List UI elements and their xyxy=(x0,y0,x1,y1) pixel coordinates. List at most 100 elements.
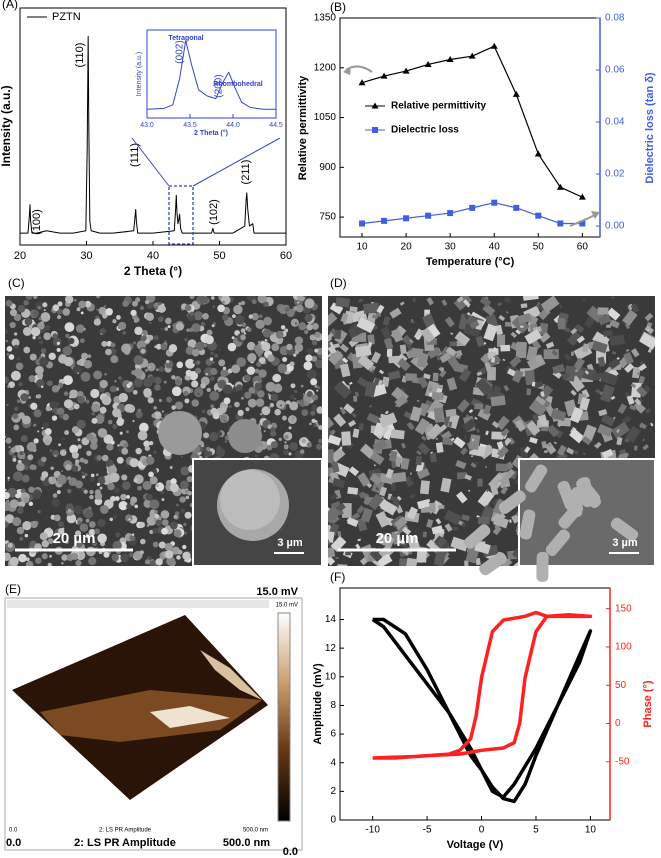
grain xyxy=(126,430,129,434)
grain xyxy=(280,325,286,330)
grain xyxy=(603,329,613,337)
grain xyxy=(515,341,527,359)
grain xyxy=(372,473,383,480)
grain xyxy=(222,384,233,395)
grain xyxy=(341,357,349,364)
grain xyxy=(128,518,131,521)
grain xyxy=(101,395,112,406)
grain xyxy=(47,562,52,566)
grain xyxy=(267,354,275,362)
grain xyxy=(337,531,342,537)
grain xyxy=(579,397,590,411)
grain xyxy=(477,489,495,508)
grain xyxy=(116,456,124,464)
grain xyxy=(535,354,543,363)
grain xyxy=(597,307,609,315)
grain xyxy=(17,304,26,313)
grain xyxy=(51,449,60,457)
grain xyxy=(520,325,524,328)
grain xyxy=(140,538,146,545)
grain xyxy=(160,327,164,331)
grain xyxy=(80,371,91,382)
grain xyxy=(438,424,448,432)
grain xyxy=(619,448,627,455)
grain xyxy=(461,514,470,522)
grain xyxy=(105,348,112,356)
grain xyxy=(328,449,334,464)
grain xyxy=(96,482,101,487)
x-tick-label: 30 xyxy=(80,250,92,262)
grain xyxy=(16,462,25,472)
grain xyxy=(504,297,511,303)
grain xyxy=(151,413,156,418)
grain xyxy=(391,471,407,483)
grain xyxy=(171,405,176,410)
grain xyxy=(524,370,536,386)
grain xyxy=(439,369,447,378)
grain xyxy=(329,447,346,463)
grain xyxy=(476,428,480,433)
grain xyxy=(216,445,222,451)
grain xyxy=(256,361,262,367)
grain xyxy=(181,483,185,487)
grain xyxy=(67,303,71,307)
grain xyxy=(254,382,262,390)
grain xyxy=(40,385,44,389)
grain xyxy=(417,376,429,389)
x-tick-label: 20 xyxy=(14,250,26,262)
grain xyxy=(45,405,51,412)
grain xyxy=(81,352,89,360)
grain xyxy=(59,449,67,456)
grain xyxy=(186,328,190,332)
y2-tick-label: 0 xyxy=(615,718,621,729)
grain xyxy=(41,427,44,430)
grain xyxy=(529,399,548,417)
grain xyxy=(468,434,481,450)
grain xyxy=(388,355,400,364)
grain xyxy=(333,380,352,399)
grain xyxy=(139,422,149,433)
marker xyxy=(557,220,564,227)
grain xyxy=(573,357,586,371)
grain xyxy=(165,550,174,559)
grain xyxy=(591,340,608,354)
grain xyxy=(41,553,48,560)
marker xyxy=(490,42,498,49)
grain xyxy=(636,371,641,376)
grain xyxy=(210,404,215,409)
grain xyxy=(128,381,133,386)
grain xyxy=(263,430,266,433)
grain xyxy=(109,517,113,522)
grain xyxy=(149,559,158,566)
grain xyxy=(417,442,431,456)
grain xyxy=(115,532,121,538)
grain xyxy=(93,318,101,326)
grain xyxy=(309,422,312,426)
grain xyxy=(78,300,86,309)
grain xyxy=(415,456,422,466)
grain xyxy=(294,350,299,355)
grain xyxy=(82,475,86,479)
series-line xyxy=(372,610,593,760)
grain xyxy=(10,370,21,381)
grain xyxy=(195,367,202,374)
grain xyxy=(431,391,444,401)
grain xyxy=(561,371,571,380)
grain xyxy=(426,297,434,306)
grain xyxy=(339,407,343,410)
grain xyxy=(42,422,49,429)
grain xyxy=(351,412,357,419)
grain xyxy=(113,487,120,494)
grain xyxy=(221,300,226,304)
grain xyxy=(95,296,101,299)
particle xyxy=(220,470,280,530)
grain xyxy=(531,381,536,387)
grain xyxy=(306,323,313,331)
grain xyxy=(118,321,127,330)
grain xyxy=(131,533,135,536)
grain xyxy=(191,348,200,357)
grain xyxy=(37,305,41,310)
grain xyxy=(512,369,524,383)
grain xyxy=(212,360,215,364)
particle xyxy=(158,411,202,455)
